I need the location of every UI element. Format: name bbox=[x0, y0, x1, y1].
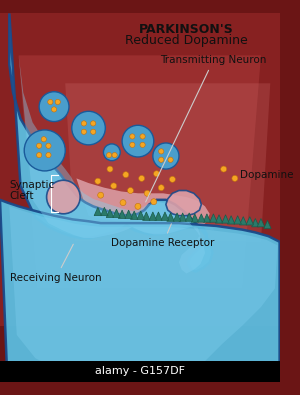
Polygon shape bbox=[264, 220, 271, 229]
Polygon shape bbox=[161, 212, 169, 220]
Polygon shape bbox=[106, 209, 114, 218]
Circle shape bbox=[144, 190, 150, 196]
Text: Dopamine Receptor: Dopamine Receptor bbox=[111, 224, 215, 248]
Circle shape bbox=[98, 192, 103, 198]
Circle shape bbox=[103, 144, 120, 161]
Text: Dopamine: Dopamine bbox=[240, 170, 294, 180]
Polygon shape bbox=[179, 213, 186, 221]
Circle shape bbox=[112, 152, 117, 158]
Circle shape bbox=[39, 92, 69, 122]
Text: Synaptic
Cleft: Synaptic Cleft bbox=[9, 180, 55, 201]
Circle shape bbox=[159, 157, 164, 162]
Circle shape bbox=[130, 142, 135, 147]
Polygon shape bbox=[19, 55, 205, 273]
Polygon shape bbox=[137, 211, 145, 219]
Circle shape bbox=[91, 129, 96, 134]
Polygon shape bbox=[118, 210, 126, 218]
Polygon shape bbox=[0, 13, 280, 382]
Circle shape bbox=[81, 129, 86, 134]
Polygon shape bbox=[155, 212, 162, 220]
Polygon shape bbox=[9, 206, 278, 374]
Polygon shape bbox=[210, 214, 217, 222]
Polygon shape bbox=[142, 212, 150, 220]
Circle shape bbox=[107, 166, 113, 172]
Polygon shape bbox=[125, 210, 132, 218]
Circle shape bbox=[130, 134, 135, 139]
Circle shape bbox=[169, 176, 175, 182]
Circle shape bbox=[168, 157, 173, 162]
Polygon shape bbox=[0, 13, 280, 325]
Text: alamy - G157DF: alamy - G157DF bbox=[95, 366, 185, 376]
Circle shape bbox=[120, 199, 126, 206]
Polygon shape bbox=[185, 213, 193, 221]
Circle shape bbox=[159, 149, 164, 154]
Polygon shape bbox=[222, 215, 229, 223]
Circle shape bbox=[232, 175, 238, 181]
Circle shape bbox=[24, 130, 65, 171]
Circle shape bbox=[41, 137, 46, 142]
Polygon shape bbox=[198, 214, 205, 222]
Circle shape bbox=[140, 134, 145, 139]
Polygon shape bbox=[167, 213, 174, 221]
Circle shape bbox=[46, 143, 51, 149]
Circle shape bbox=[46, 152, 51, 158]
Polygon shape bbox=[65, 83, 270, 242]
Text: Transmitting Neuron: Transmitting Neuron bbox=[146, 55, 267, 202]
Polygon shape bbox=[149, 212, 157, 220]
Circle shape bbox=[123, 172, 129, 178]
Circle shape bbox=[37, 143, 42, 149]
Circle shape bbox=[95, 178, 101, 184]
Circle shape bbox=[51, 107, 57, 112]
Circle shape bbox=[91, 121, 96, 126]
Circle shape bbox=[128, 188, 134, 194]
Polygon shape bbox=[19, 55, 261, 288]
Circle shape bbox=[154, 171, 160, 177]
Polygon shape bbox=[239, 216, 247, 225]
Polygon shape bbox=[246, 216, 253, 225]
Polygon shape bbox=[173, 213, 181, 221]
Polygon shape bbox=[94, 207, 102, 216]
Polygon shape bbox=[76, 179, 214, 231]
Polygon shape bbox=[215, 215, 223, 223]
Polygon shape bbox=[113, 209, 120, 218]
Polygon shape bbox=[257, 218, 265, 227]
Polygon shape bbox=[166, 190, 201, 216]
Text: Receiving Neuron: Receiving Neuron bbox=[10, 244, 102, 283]
Circle shape bbox=[111, 183, 117, 189]
Text: PARKINSON'S: PARKINSON'S bbox=[139, 23, 234, 36]
Polygon shape bbox=[191, 214, 199, 222]
Polygon shape bbox=[252, 218, 259, 227]
Circle shape bbox=[106, 152, 112, 158]
Circle shape bbox=[153, 143, 179, 169]
Polygon shape bbox=[203, 214, 211, 222]
Polygon shape bbox=[9, 13, 212, 272]
Circle shape bbox=[48, 100, 53, 105]
Polygon shape bbox=[0, 361, 280, 382]
Circle shape bbox=[221, 166, 227, 172]
Text: Reduced Dopamine: Reduced Dopamine bbox=[125, 34, 248, 47]
Polygon shape bbox=[227, 216, 235, 224]
Circle shape bbox=[55, 100, 60, 105]
Polygon shape bbox=[101, 207, 108, 216]
Circle shape bbox=[81, 121, 86, 126]
Circle shape bbox=[135, 203, 141, 209]
Polygon shape bbox=[0, 200, 280, 382]
Circle shape bbox=[72, 111, 105, 145]
Circle shape bbox=[151, 199, 157, 205]
Circle shape bbox=[122, 125, 154, 157]
Polygon shape bbox=[130, 211, 138, 219]
Circle shape bbox=[46, 180, 80, 214]
Circle shape bbox=[37, 152, 42, 158]
Circle shape bbox=[158, 185, 164, 191]
Polygon shape bbox=[234, 216, 242, 224]
Circle shape bbox=[139, 175, 145, 181]
Circle shape bbox=[140, 142, 145, 147]
